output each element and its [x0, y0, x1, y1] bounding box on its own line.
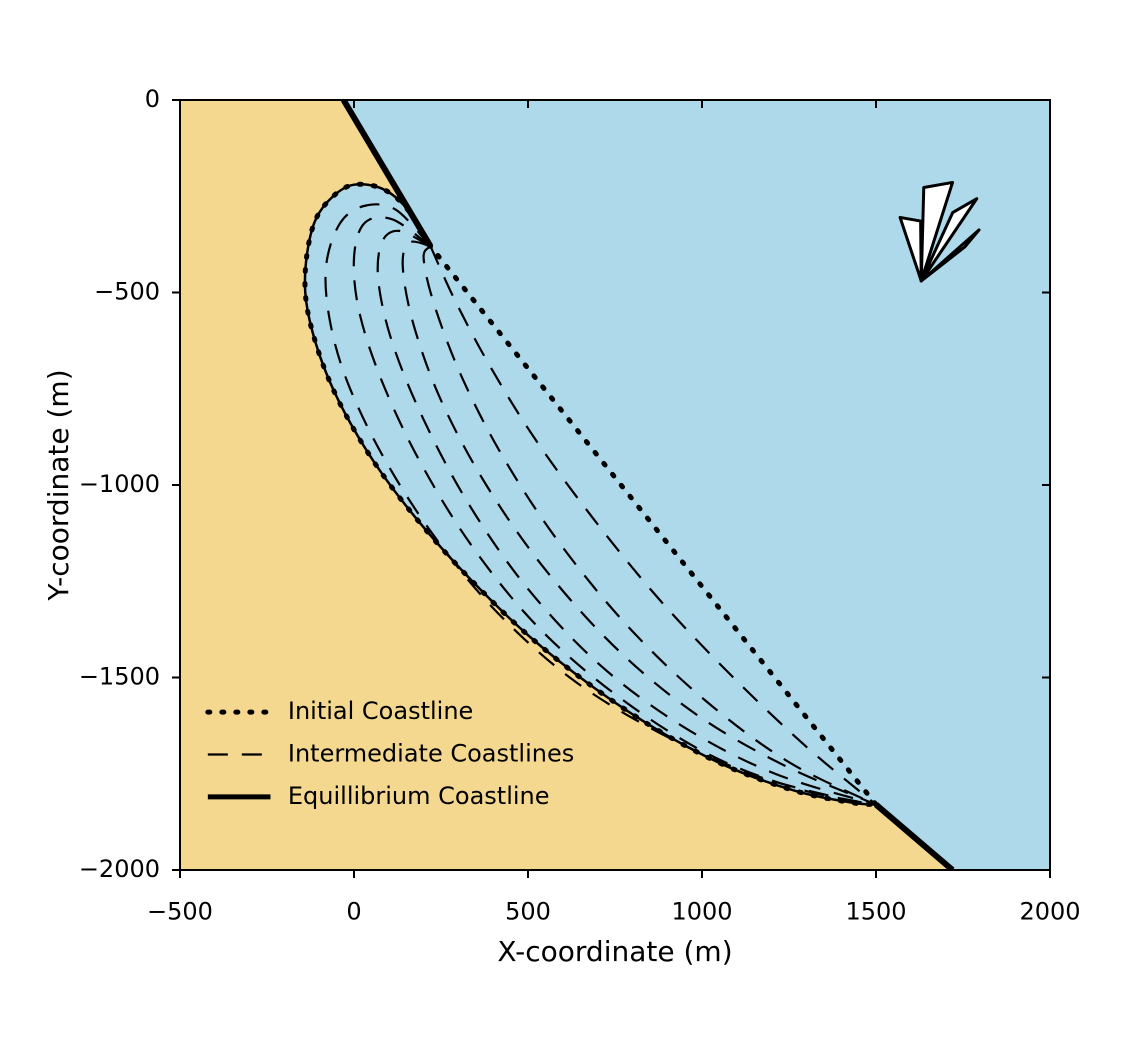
legend-label: Equillibrium Coastline: [288, 782, 550, 810]
x-tick-label: 1500: [845, 898, 906, 926]
x-tick-label: −500: [147, 898, 213, 926]
x-tick-label: 0: [346, 898, 361, 926]
y-axis-label: Y-coordinate (m): [42, 369, 75, 601]
y-tick-label: −500: [94, 278, 160, 306]
y-tick-label: −1000: [79, 470, 160, 498]
x-axis-label: X-coordinate (m): [497, 935, 732, 968]
coastline-chart: Initial Coastline Intermediate Coastlines…: [0, 0, 1125, 1050]
x-tick-label: 2000: [1019, 898, 1080, 926]
y-tick-label: −1500: [79, 663, 160, 691]
legend-label: Intermediate Coastlines: [288, 740, 574, 768]
legend-label: Initial Coastline: [288, 697, 473, 725]
y-tick-label: −2000: [79, 855, 160, 883]
x-tick-label: 500: [505, 898, 551, 926]
chart-container: Initial Coastline Intermediate Coastlines…: [0, 0, 1125, 1050]
plot-area: Initial Coastline Intermediate Coastlines…: [180, 100, 1050, 870]
x-tick-label: 1000: [671, 898, 732, 926]
y-tick-label: 0: [145, 85, 160, 113]
